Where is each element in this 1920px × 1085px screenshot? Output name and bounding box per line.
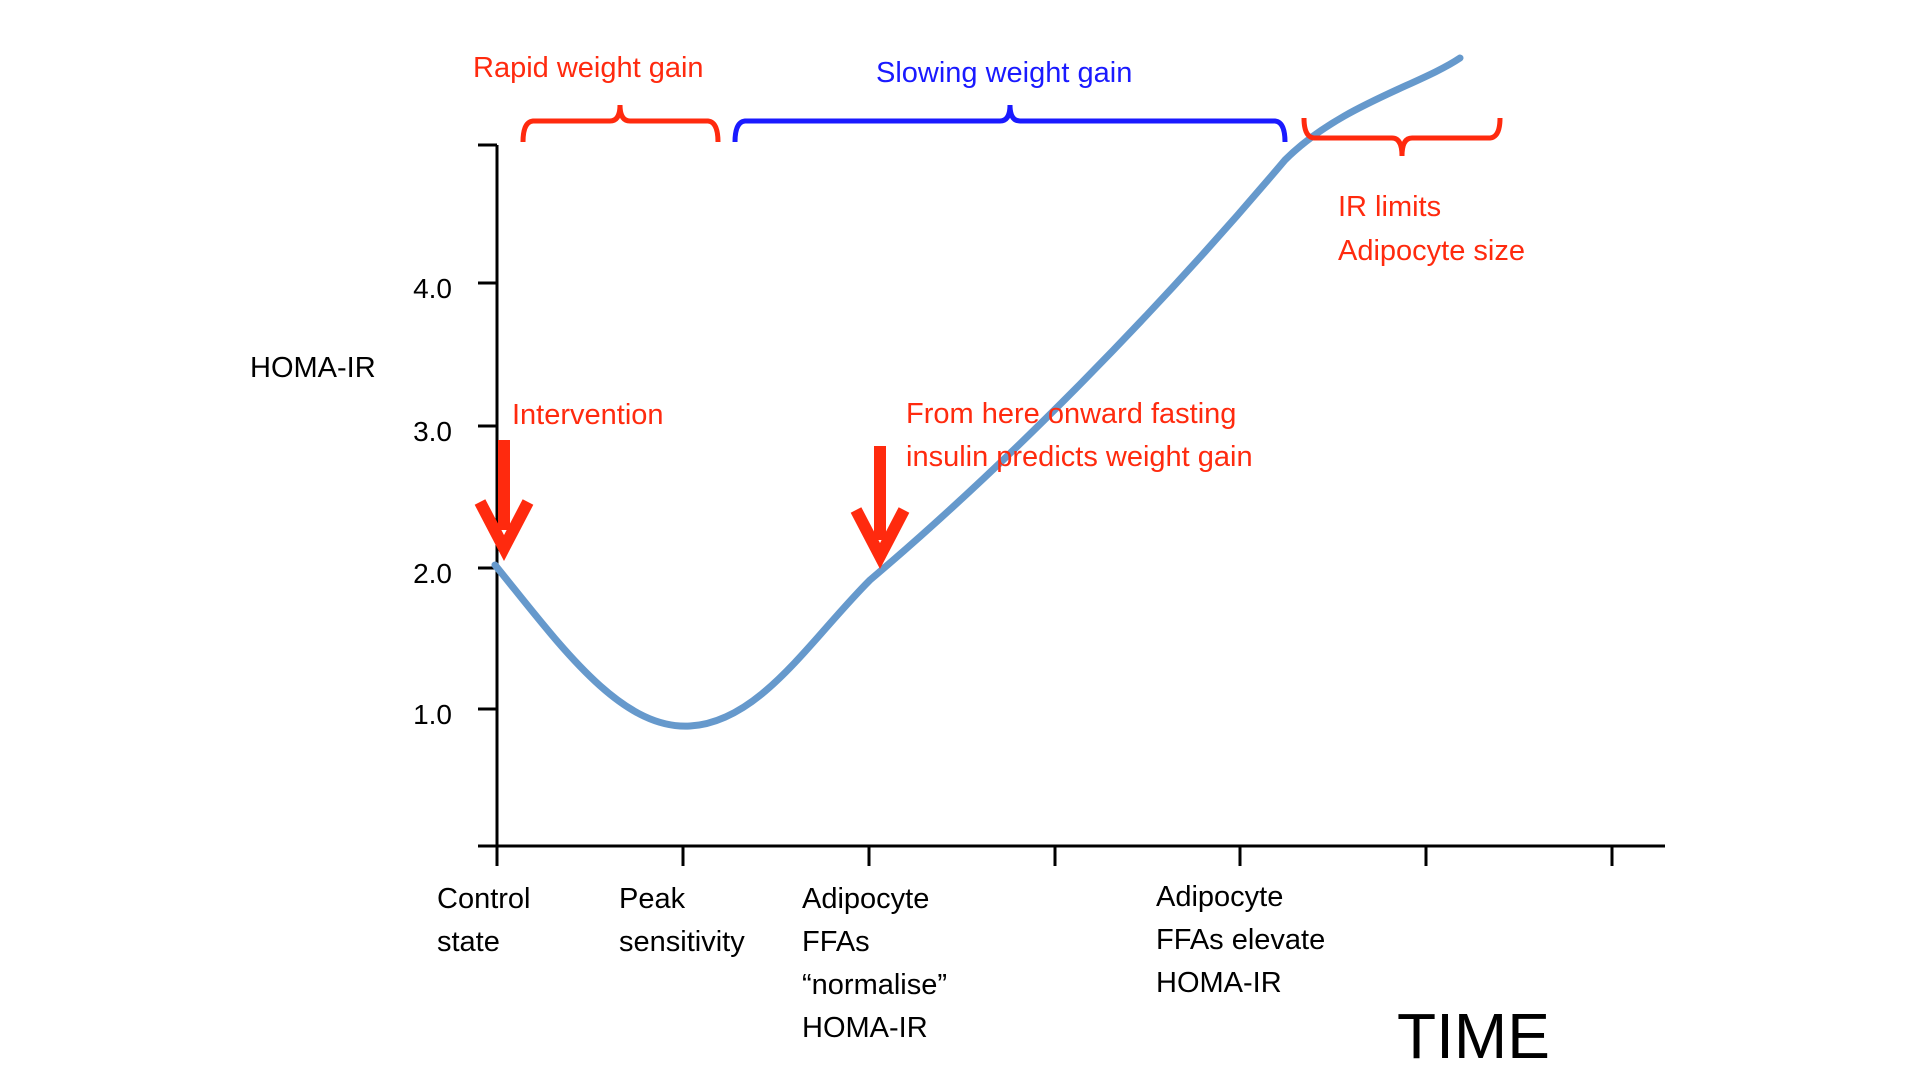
stage-label-elevate: Adipocyte FFAs elevate HOMA-IR <box>1156 881 1325 999</box>
stage-label-control: Control state <box>437 883 531 958</box>
ir-limits-label-line2: Adipocyte size <box>1338 235 1525 267</box>
rapid-phase-label: Rapid weight gain <box>473 52 704 84</box>
stage-label-text: Control <box>437 883 531 915</box>
stage-label-text: sensitivity <box>619 926 745 958</box>
stage-label-text: “normalise” <box>802 969 947 1001</box>
stage-label-text: FFAs <box>802 926 870 958</box>
intervention-label: Intervention <box>512 399 664 431</box>
prediction-label-line1: From here onward fasting <box>906 398 1236 430</box>
x-axis-label: TIME <box>1397 1000 1550 1072</box>
stage-label-text: state <box>437 926 500 958</box>
stage-label-text: Adipocyte <box>1156 881 1283 913</box>
stage-label-peak: Peak sensitivity <box>619 883 745 958</box>
ir-limits-label-line1: IR limits <box>1338 191 1441 223</box>
stage-label-text: Adipocyte <box>802 883 929 915</box>
stage-label-text: FFAs elevate <box>1156 924 1325 956</box>
y-tick-label-4: 4.0 <box>413 273 452 304</box>
slowing-phase-label: Slowing weight gain <box>876 57 1132 89</box>
homa-ir-curve <box>491 54 1464 730</box>
stage-label-normalise: Adipocyte FFAs “normalise” HOMA-IR <box>802 883 947 1044</box>
ir-limits-bracket <box>1301 117 1503 157</box>
y-tick-label-3: 3.0 <box>413 416 452 447</box>
stage-label-text: Peak <box>619 883 686 915</box>
y-axis-label: HOMA-IR <box>250 352 376 384</box>
rapid-phase-bracket <box>520 104 721 143</box>
intervention-arrow-icon <box>474 440 534 561</box>
stage-label-text: HOMA-IR <box>1156 967 1282 999</box>
slowing-phase-bracket <box>732 104 1288 143</box>
stage-label-text: HOMA-IR <box>802 1012 928 1044</box>
prediction-arrow-icon <box>850 446 910 569</box>
prediction-label-line2: insulin predicts weight gain <box>906 441 1253 473</box>
y-tick-label-1: 1.0 <box>413 699 452 730</box>
y-tick-label-2: 2.0 <box>413 558 452 589</box>
